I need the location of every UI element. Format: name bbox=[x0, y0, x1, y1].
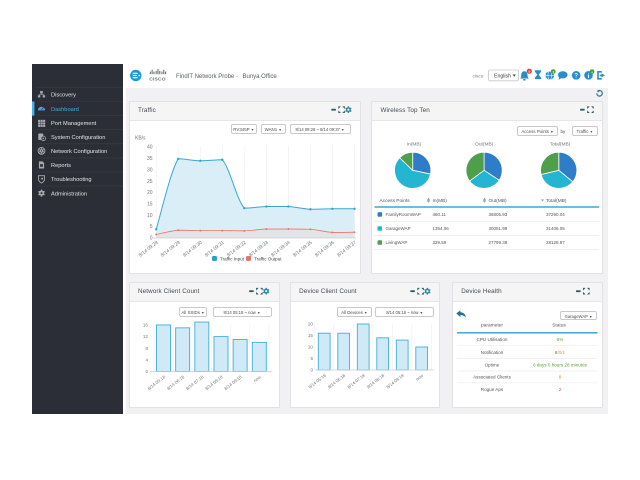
svg-text:Access Points: Access Points bbox=[380, 198, 411, 204]
svg-text:20: 20 bbox=[147, 190, 153, 196]
svg-text:Traffic Input: Traffic Input bbox=[220, 256, 245, 261]
svg-text:Status: Status bbox=[552, 323, 566, 329]
svg-text:-: - bbox=[236, 74, 238, 80]
svg-text:0: 0 bbox=[150, 236, 153, 242]
svg-text:Administration: Administration bbox=[51, 191, 87, 197]
svg-text:30: 30 bbox=[147, 167, 153, 173]
svg-text:15: 15 bbox=[308, 333, 314, 338]
svg-text:15: 15 bbox=[147, 202, 153, 208]
svg-text:In(MB): In(MB) bbox=[433, 198, 448, 204]
svg-text:Network Configuration: Network Configuration bbox=[51, 149, 107, 155]
svg-text:12: 12 bbox=[143, 334, 149, 339]
svg-text:8: 8 bbox=[145, 346, 148, 351]
svg-text:Bunya Office: Bunya Office bbox=[243, 74, 278, 80]
svg-text:Troubleshooting: Troubleshooting bbox=[51, 177, 92, 183]
svg-text:Associated Clients: Associated Clients bbox=[473, 375, 511, 380]
svg-text:Discovery: Discovery bbox=[51, 93, 76, 99]
svg-text:cisco: cisco bbox=[473, 74, 484, 80]
svg-text:480.11: 480.11 bbox=[433, 212, 447, 217]
svg-text:now: now bbox=[415, 372, 425, 381]
svg-text:0: 0 bbox=[310, 368, 313, 373]
svg-text:9: 9 bbox=[528, 70, 530, 74]
svg-text:parameter: parameter bbox=[481, 323, 503, 329]
svg-text:Reports: Reports bbox=[51, 163, 71, 169]
svg-text:20: 20 bbox=[308, 322, 314, 327]
svg-text:30051.99: 30051.99 bbox=[489, 226, 508, 231]
svg-text:329.59: 329.59 bbox=[433, 240, 447, 245]
svg-text:LivingWAP: LivingWAP bbox=[386, 240, 408, 245]
svg-text:Port Management: Port Management bbox=[51, 121, 97, 127]
svg-text:FamilyRoomWAP: FamilyRoomWAP bbox=[386, 212, 421, 217]
svg-text:5: 5 bbox=[310, 356, 313, 361]
svg-text:37290.04: 37290.04 bbox=[546, 212, 565, 217]
svg-text:GarageWAP: GarageWAP bbox=[386, 226, 411, 231]
svg-text:5: 5 bbox=[150, 224, 153, 230]
svg-text:FindIT Network Probe: FindIT Network Probe bbox=[176, 74, 235, 80]
svg-text:8/0/1: 8/0/1 bbox=[555, 350, 566, 355]
svg-text:16: 16 bbox=[143, 323, 149, 328]
svg-text:+: + bbox=[591, 70, 593, 74]
svg-text:Rogue Aps: Rogue Aps bbox=[481, 387, 504, 392]
svg-text:28128.97: 28128.97 bbox=[546, 240, 565, 245]
svg-text:KB/s: KB/s bbox=[135, 136, 146, 142]
svg-text:40: 40 bbox=[147, 145, 153, 151]
svg-text:Dashboard: Dashboard bbox=[51, 107, 79, 113]
svg-text:English: English bbox=[494, 74, 511, 80]
svg-text:Total(MB): Total(MB) bbox=[546, 198, 567, 204]
svg-text:31406.05: 31406.05 bbox=[546, 226, 565, 231]
svg-text:In(MB): In(MB) bbox=[407, 142, 422, 148]
svg-text:?: ? bbox=[574, 74, 578, 80]
svg-text:8: 8 bbox=[559, 375, 562, 380]
svg-text:Traffic Output: Traffic Output bbox=[254, 256, 282, 261]
svg-text:6 days 0 hours 28 minutes: 6 days 0 hours 28 minutes bbox=[533, 363, 588, 368]
svg-text:Notification: Notification bbox=[481, 350, 504, 355]
svg-text:27799.38: 27799.38 bbox=[489, 240, 508, 245]
svg-text:Uptime: Uptime bbox=[485, 363, 500, 368]
svg-text:3: 3 bbox=[552, 70, 554, 74]
svg-text:0: 0 bbox=[145, 369, 148, 374]
svg-text:Out(MB): Out(MB) bbox=[489, 198, 508, 204]
svg-text:CPU Utilisation: CPU Utilisation bbox=[477, 337, 508, 342]
svg-text:10: 10 bbox=[308, 345, 314, 350]
svg-text:10: 10 bbox=[147, 213, 153, 219]
svg-text:i: i bbox=[588, 73, 590, 80]
svg-text:1354.06: 1354.06 bbox=[433, 226, 450, 231]
svg-text:36805.93: 36805.93 bbox=[489, 212, 508, 217]
svg-text:6%: 6% bbox=[557, 337, 564, 342]
svg-text:Total(MB): Total(MB) bbox=[550, 142, 571, 148]
svg-text:now: now bbox=[252, 374, 262, 383]
svg-text:CISCO: CISCO bbox=[149, 76, 166, 82]
svg-text:Out(MB): Out(MB) bbox=[475, 142, 494, 148]
svg-text:4: 4 bbox=[145, 358, 148, 363]
svg-text:2: 2 bbox=[559, 387, 562, 392]
svg-text:35: 35 bbox=[147, 156, 153, 162]
svg-text:System Configuration: System Configuration bbox=[51, 135, 105, 141]
svg-text:25: 25 bbox=[147, 179, 153, 185]
